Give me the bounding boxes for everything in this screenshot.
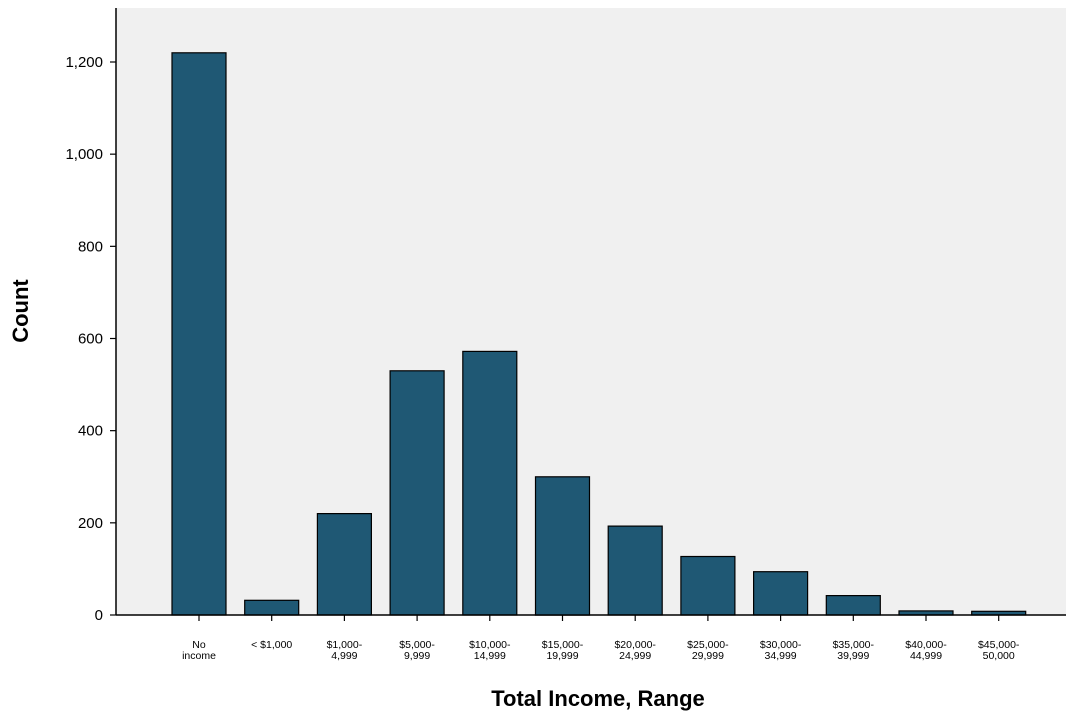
y-tick-label: 0 — [95, 607, 103, 624]
bar — [752, 571, 809, 616]
x-tick-label: $15,000-19,999 — [542, 639, 584, 662]
bar — [316, 512, 372, 616]
x-tick-label: $10,000-14,999 — [469, 639, 511, 662]
x-tick-label: $25,000-29,999 — [687, 639, 729, 662]
bar — [389, 370, 445, 616]
x-tick-label: < $1,000 — [251, 639, 292, 651]
y-tick-label: 800 — [78, 238, 103, 255]
x-tick-label: $40,000-44,999 — [905, 639, 947, 662]
y-tick-label: 600 — [78, 331, 103, 348]
x-tick-label: $35,000-39,999 — [833, 639, 875, 662]
x-tick-label: $20,000-24,999 — [614, 639, 656, 662]
bar — [680, 555, 736, 616]
y-tick-label: 1,200 — [65, 54, 103, 71]
bar — [534, 476, 591, 616]
y-tick-label: 400 — [78, 423, 103, 440]
x-tick-label: $5,000-9,999 — [399, 639, 435, 662]
plot-area — [116, 8, 1066, 615]
x-ticks-group: No income < $1,000 $1,000-4,999 $5,000-9,999… — [182, 615, 1020, 662]
y-axis-title: Count — [8, 279, 33, 343]
bar — [244, 599, 300, 616]
x-tick-label: No income — [182, 639, 216, 662]
y-ticks-group: 0 200 400 600 800 1,000 1,200 — [65, 54, 116, 624]
x-tick-label: $1,000-4,999 — [327, 639, 363, 662]
bar — [462, 350, 518, 616]
y-tick-label: 200 — [78, 515, 103, 532]
bars-group — [171, 52, 1027, 616]
x-tick-label: $45,000-50,000 — [978, 639, 1020, 662]
x-axis-title: Total Income, Range — [491, 686, 705, 711]
bar — [825, 594, 881, 616]
bar — [171, 52, 227, 616]
bar — [607, 525, 663, 616]
x-tick-label: $30,000-34,999 — [760, 639, 802, 662]
y-tick-label: 1,000 — [65, 146, 103, 163]
